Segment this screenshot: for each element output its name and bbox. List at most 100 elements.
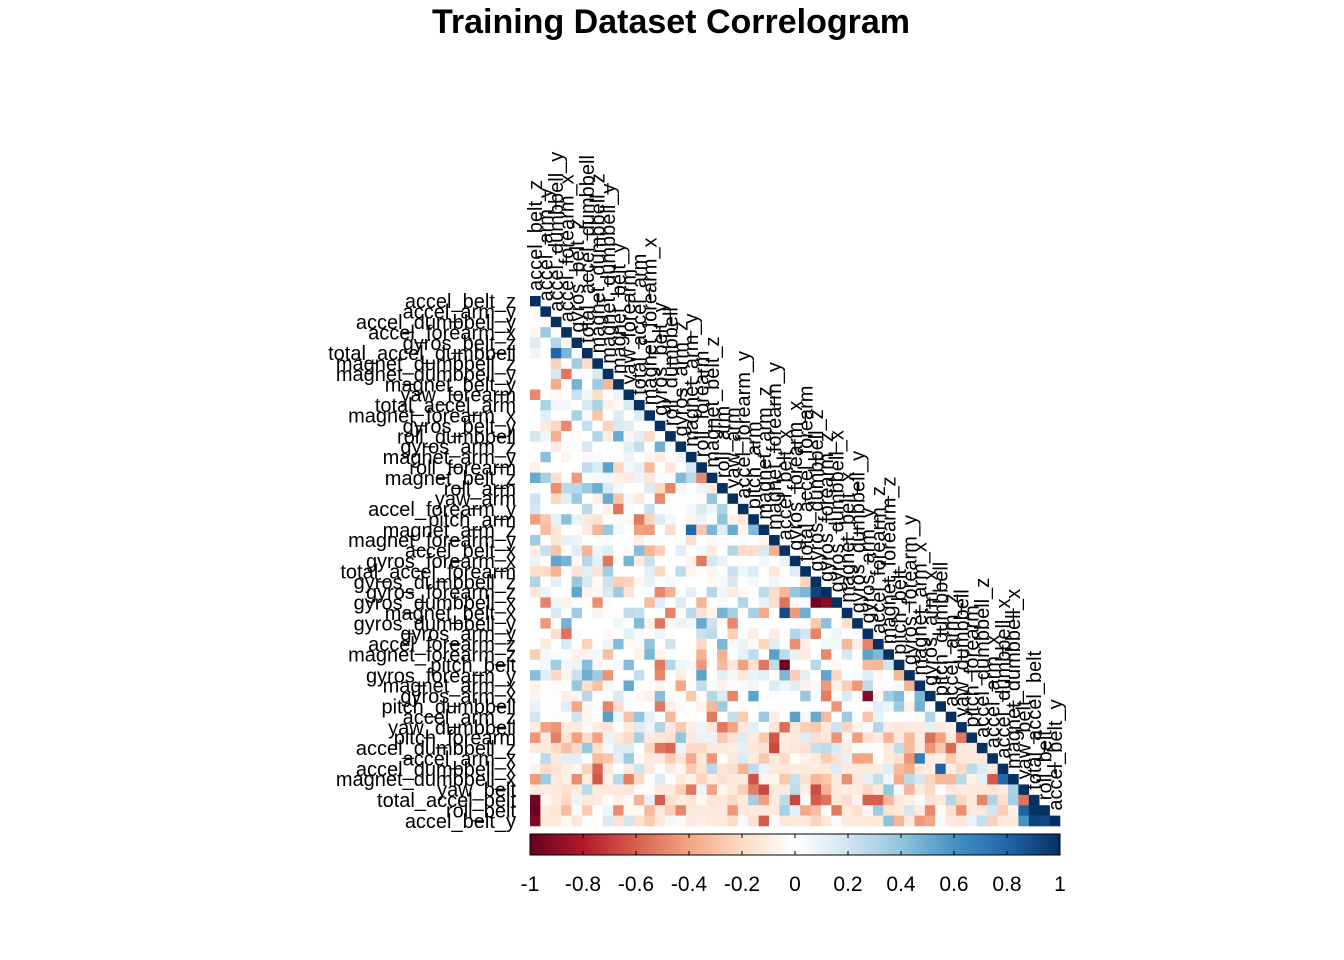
correlation-cell <box>613 483 624 494</box>
column-label: accel_arm_x <box>983 635 1005 748</box>
diagonal-cell <box>1018 784 1030 796</box>
correlation-cell <box>883 722 895 733</box>
correlation-cell <box>623 732 635 744</box>
correlation-cell <box>956 774 967 785</box>
correlation-cell <box>914 711 926 723</box>
correlation-cell <box>550 732 562 744</box>
correlation-cell <box>956 753 967 764</box>
column-label: roll_belt <box>1034 730 1056 800</box>
correlation-cell <box>727 607 739 619</box>
correlation-cell <box>810 722 822 733</box>
correlation-cell <box>696 618 707 629</box>
correlation-cell <box>654 566 666 577</box>
correlation-cell <box>883 794 895 806</box>
correlation-cell <box>883 680 895 692</box>
correlation-cell <box>696 514 707 525</box>
correlation-cell <box>727 742 739 754</box>
correlation-cell <box>779 586 791 598</box>
correlation-cell <box>644 545 655 557</box>
correlation-cell <box>592 389 604 401</box>
correlation-cell <box>976 805 988 816</box>
correlation-cell <box>613 742 624 754</box>
correlation-cell <box>665 794 676 806</box>
column-label: total_accel_forearm <box>795 386 817 562</box>
correlation-cell <box>530 742 541 754</box>
correlation-cell <box>550 566 562 577</box>
correlation-cell <box>654 472 666 484</box>
correlation-cell <box>675 805 687 816</box>
correlation-cell <box>550 649 562 661</box>
correlation-cell <box>530 451 541 463</box>
correlation-cell <box>935 732 946 744</box>
correlation-cell <box>592 607 604 619</box>
column-labels: accel_belt_zaccel_arm_yaccel_dumbbell_ya… <box>525 152 1067 811</box>
correlation-cell <box>706 638 718 650</box>
diagonal-cell <box>675 441 687 453</box>
correlation-cell <box>654 659 666 671</box>
correlation-cell <box>530 711 541 723</box>
correlation-cell <box>883 742 895 754</box>
correlation-cell <box>602 399 614 411</box>
correlation-cell <box>665 493 676 505</box>
correlation-cell <box>852 670 863 681</box>
correlation-cell <box>696 774 707 785</box>
correlation-cell <box>820 711 832 723</box>
correlation-cell <box>581 451 593 463</box>
correlation-cell <box>623 690 635 702</box>
column-label: roll_forearm <box>692 351 714 458</box>
row-label: pitch_arm <box>428 509 516 531</box>
correlation-cell <box>675 493 687 505</box>
correlation-cell <box>530 327 541 338</box>
correlation-cell <box>613 711 624 723</box>
correlation-cell <box>769 649 780 661</box>
correlation-cell <box>592 555 604 567</box>
correlation-cell <box>644 420 655 432</box>
correlation-cell <box>997 794 1009 806</box>
correlation-cell <box>924 784 936 796</box>
correlation-cell <box>789 670 801 681</box>
correlation-cell <box>987 794 998 806</box>
correlation-cell <box>717 784 728 796</box>
correlation-cell <box>841 732 853 744</box>
correlation-cell <box>592 451 604 463</box>
correlation-cell <box>581 649 593 661</box>
correlation-cell <box>945 742 957 754</box>
correlation-cell <box>893 742 905 754</box>
correlation-cell <box>613 607 624 619</box>
correlation-cell <box>706 649 718 661</box>
correlation-cell <box>633 576 645 588</box>
correlation-cell <box>550 379 562 390</box>
correlation-cell <box>561 732 572 744</box>
correlation-cell <box>581 774 593 785</box>
correlation-cell <box>956 784 967 796</box>
correlation-cell <box>810 805 822 816</box>
correlation-cell <box>779 566 791 577</box>
column-label: yaw_belt <box>1014 700 1036 779</box>
correlation-cell <box>623 670 635 681</box>
correlation-cell <box>623 535 635 546</box>
correlation-cell <box>633 555 645 567</box>
correlation-cell <box>779 555 791 567</box>
correlation-cell <box>644 805 655 816</box>
correlation-cell <box>561 379 572 390</box>
correlation-cell <box>654 742 666 754</box>
correlation-cell <box>769 722 780 733</box>
column-label: gyros_belt_y <box>650 302 672 415</box>
correlation-cell <box>945 815 957 827</box>
correlation-cell <box>550 451 562 463</box>
correlation-cell <box>633 545 645 557</box>
diagonal-cell <box>696 462 707 473</box>
correlation-cell <box>685 566 697 577</box>
correlation-cell <box>550 586 562 598</box>
correlation-cell <box>654 774 666 785</box>
correlation-cell <box>904 805 915 816</box>
correlation-cell <box>665 451 676 463</box>
correlation-cell <box>675 711 687 723</box>
row-label: yaw_arm <box>435 489 516 511</box>
correlation-cell <box>654 441 666 453</box>
correlation-cell <box>779 722 791 733</box>
correlation-cell <box>581 753 593 764</box>
column-label: total_accel_belt <box>1024 650 1046 789</box>
correlation-cell <box>748 784 759 796</box>
